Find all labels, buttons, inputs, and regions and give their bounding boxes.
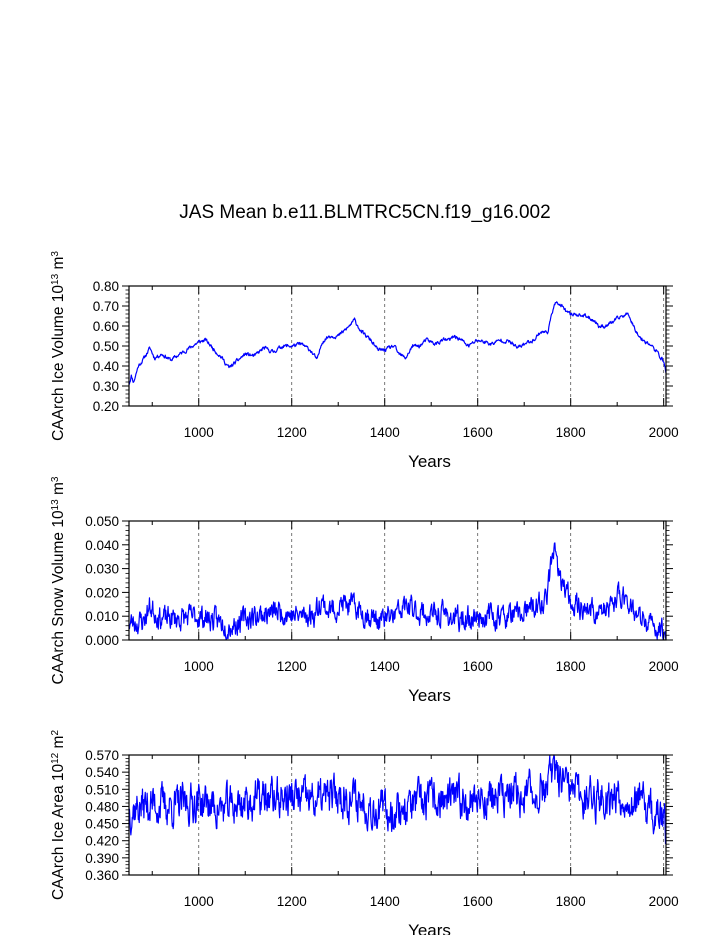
y-axis-title-part: 12 [50, 752, 61, 764]
y-axis-title-part: 2 [50, 730, 61, 736]
y-axis-title-part: CAArch Snow Volume 10 [50, 510, 67, 684]
x-tick-label: 1000 [184, 425, 214, 440]
x-tick-label: 1000 [184, 894, 214, 909]
y-tick-label: 0.420 [85, 834, 119, 849]
y-tick-label: 0.480 [85, 799, 119, 814]
y-tick-label: 0.020 [85, 585, 119, 600]
y-axis-title: CAArch Ice Volume 1013 m3 [50, 251, 68, 441]
series-line [128, 301, 667, 386]
x-axis-title: Years [408, 921, 451, 935]
y-tick-label: 0.80 [93, 279, 119, 294]
y-tick-label: 0.30 [93, 379, 119, 394]
x-tick-label: 1600 [463, 659, 493, 674]
x-axis-title: Years [408, 452, 451, 471]
y-tick-label: 0.50 [93, 339, 119, 354]
x-tick-label: 1200 [277, 659, 307, 674]
figure-title: JAS Mean b.e11.BLMTRC5CN.f19_g16.002 [179, 202, 550, 223]
x-tick-label: 2000 [649, 894, 679, 909]
y-axis-title-part: CAArch Ice Area 10 [50, 764, 67, 901]
plot-frame [128, 520, 667, 641]
y-tick-label: 0.030 [85, 562, 119, 577]
y-tick-label: 0.360 [85, 868, 119, 883]
y-tick-label: 0.20 [93, 399, 119, 414]
y-axis-title: CAArch Snow Volume 1013 m3 [50, 476, 68, 684]
y-tick-label: 0.450 [85, 817, 119, 832]
y-tick-label: 0.000 [85, 633, 119, 648]
y-tick-label: 0.510 [85, 782, 119, 797]
x-tick-label: 1800 [556, 894, 586, 909]
chart-panel-1: 1000 1200 1400 1600 1800 2000 0.20 0.30 0.40 0.50… [50, 251, 679, 471]
x-tick-label: 1800 [556, 425, 586, 440]
y-tick-label: 0.540 [85, 765, 119, 780]
y-tick-label: 0.70 [93, 299, 119, 314]
x-tick-label: 2000 [649, 425, 679, 440]
y-axis-title-part: m [50, 257, 67, 274]
x-tick-label: 1400 [370, 894, 400, 909]
x-tick-label: 1400 [370, 659, 400, 674]
y-tick-label: 0.050 [85, 514, 119, 529]
plot-frame [128, 754, 667, 876]
y-axis-title: CAArch Ice Area 1012 m2 [50, 730, 68, 900]
y-tick-label: 0.040 [85, 538, 119, 553]
x-tick-label: 1600 [463, 425, 493, 440]
y-axis-title-part: m [50, 736, 67, 753]
x-tick-label: 2000 [649, 659, 679, 674]
y-axis-title-part: m [50, 482, 67, 499]
x-tick-label: 1000 [184, 659, 214, 674]
chart-panel-2: 1000 1200 1400 1600 1800 2000 0.000 0.010 0.020 0… [50, 476, 679, 705]
x-tick-label: 1800 [556, 659, 586, 674]
y-axis-title-part: 13 [50, 499, 61, 511]
series-line [128, 754, 667, 845]
y-tick-label: 0.570 [85, 748, 119, 763]
y-axis-title-part: CAArch Ice Volume 10 [50, 285, 67, 441]
chart-panel-3: 1000 1200 1400 1600 1800 2000 0.360 0.390 0.420 0… [50, 730, 679, 935]
y-tick-label: 0.40 [93, 359, 119, 374]
x-tick-label: 1400 [370, 425, 400, 440]
y-tick-label: 0.60 [93, 319, 119, 334]
y-axis-title-part: 3 [50, 251, 61, 257]
x-tick-label: 1200 [277, 425, 307, 440]
x-tick-label: 1600 [463, 894, 493, 909]
y-axis-title-part: 13 [50, 273, 61, 285]
y-tick-label: 0.010 [85, 609, 119, 624]
series-line [128, 542, 667, 641]
y-tick-label: 0.390 [85, 851, 119, 866]
x-tick-label: 1200 [277, 894, 307, 909]
y-axis-title-part: 3 [50, 476, 61, 482]
x-axis-title: Years [408, 686, 451, 705]
